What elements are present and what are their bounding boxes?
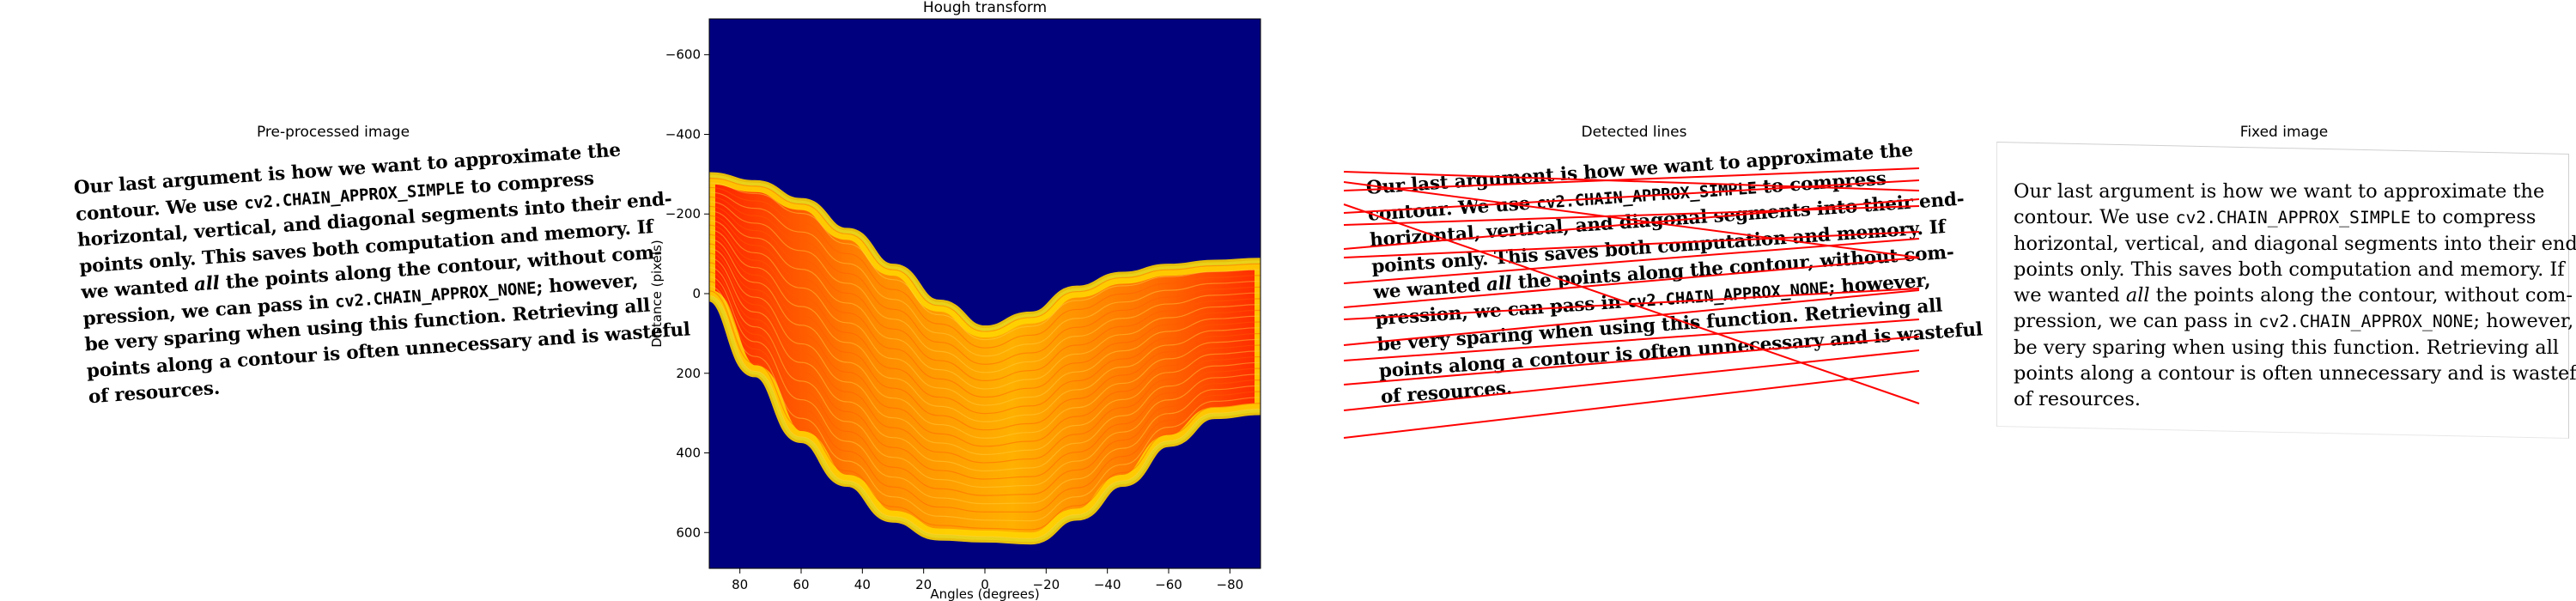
text-line: we wanted all the points along the conto… — [2014, 282, 2573, 308]
heatmap-texture-curve — [709, 196, 1261, 365]
detected-line — [1343, 289, 1920, 346]
text-line: contour. We use cv2.CHAIN_APPROX_SIMPLE … — [2014, 204, 2563, 231]
heatmap-texture-curve — [709, 294, 1261, 539]
detected-line — [1343, 349, 1920, 411]
x-tick-label: 60 — [793, 577, 809, 592]
heatmap-texture-curve — [709, 266, 1261, 489]
fixed-title: Fixed image — [2239, 124, 2329, 141]
text-run: pression, we can pass in — [2014, 310, 2259, 332]
text-line: pression, we can pass in cv2.CHAIN_APPRO… — [2014, 308, 2573, 335]
detected-line — [1343, 238, 1920, 284]
x-tick-label: −60 — [1155, 577, 1182, 592]
detected-title: Detected lines — [1581, 124, 1687, 141]
text-line: of resources. — [2014, 386, 2563, 412]
detected-line — [1343, 203, 1920, 404]
x-tick-label: 0 — [981, 577, 989, 592]
hough-xlabel: Angles (degrees) — [930, 586, 1039, 601]
detected-line — [1343, 319, 1920, 361]
x-tick-label: −80 — [1217, 577, 1244, 592]
y-tick-label: −400 — [665, 126, 701, 142]
heatmap-texture-curve — [709, 177, 1261, 332]
text-run: of resources. — [2014, 388, 2142, 410]
heatmap-band-core — [709, 172, 1261, 545]
heatmap-texture-curve — [709, 247, 1261, 455]
text-run: ; however, — [2473, 310, 2574, 332]
text-line: horizontal, vertical, and diagonal segme… — [2014, 231, 2576, 257]
detected-line — [1343, 370, 1920, 439]
heatmap-texture-curve — [709, 252, 1261, 464]
text-run: points along a contour is often unnecess… — [2014, 362, 2576, 385]
heatmap-texture-curve — [709, 220, 1261, 406]
detected-line — [1343, 257, 1920, 308]
text-run: to compress — [2410, 206, 2537, 228]
heatmap-texture-curve — [709, 271, 1261, 496]
detected-line — [1343, 167, 1920, 191]
heatmap-texture-curve — [709, 276, 1261, 505]
detected-line — [1343, 171, 1920, 191]
text-run: be very sparing when using this function… — [2014, 337, 2560, 359]
y-tick-label: 200 — [676, 366, 701, 381]
heatmap-texture-curve — [709, 234, 1261, 431]
x-tick-label: 80 — [732, 577, 748, 592]
code-run: cv2.CHAIN_APPROX_NONE — [2258, 312, 2474, 331]
text-line: be very sparing when using this function… — [2014, 335, 2563, 361]
heatmap-texture-curve — [709, 205, 1261, 381]
text-line: points only. This saves both computation… — [2014, 257, 2565, 282]
fixed-text: Our last argument is how we want to appr… — [2014, 179, 2576, 412]
hough-ylabel: Distance (pixels) — [649, 240, 665, 347]
code-run: cv2.CHAIN_APPROX_SIMPLE — [2175, 208, 2411, 228]
heatmap-texture-curve — [709, 191, 1261, 357]
text-run: points only. This saves both computation… — [2014, 258, 2565, 281]
x-tick-label: 40 — [854, 577, 871, 592]
heatmap-texture-curve — [709, 290, 1261, 531]
heatmap-texture-curve — [709, 201, 1261, 373]
heatmap-texture-curve — [709, 285, 1261, 522]
x-tick-label: −40 — [1094, 577, 1121, 592]
detected-line — [1343, 231, 1920, 258]
heatmap-texture-curve — [709, 229, 1261, 422]
detected-line — [1343, 179, 1920, 214]
detected-line — [1343, 181, 1920, 258]
x-tick-label: 20 — [915, 577, 932, 592]
heatmap-texture-curve — [709, 257, 1261, 472]
text-run: Our last argument is how we want to appr… — [2014, 180, 2545, 203]
heatmap-texture-curve — [709, 215, 1261, 398]
heatmap-texture-curve — [709, 239, 1261, 439]
text-line: Our last argument is how we want to appr… — [2014, 179, 2563, 204]
heatmap-texture-curve — [709, 224, 1261, 415]
heatmap-texture-curve — [709, 210, 1261, 390]
detected-line — [1343, 198, 1920, 250]
text-line: points along a contour is often unnecess… — [2014, 361, 2576, 386]
y-tick-label: 600 — [676, 525, 701, 540]
y-tick-label: −200 — [665, 206, 701, 222]
text-run: horizontal, vertical, and diagonal segme… — [2014, 233, 2576, 255]
text-run: the points along the contour, without co… — [2149, 284, 2573, 307]
heatmap-texture-curve — [709, 182, 1261, 341]
text-run: we wanted — [2014, 284, 2126, 307]
detected-line — [1343, 205, 1920, 226]
emphasis-run: all — [2125, 284, 2150, 307]
y-tick-label: 400 — [676, 446, 701, 461]
preprocessed-title: Pre-processed image — [256, 124, 410, 141]
heatmap-texture-curve — [709, 186, 1261, 349]
text-run: contour. We use — [2014, 206, 2176, 228]
y-tick-label: 0 — [692, 286, 701, 301]
heatmap-texture-curve — [709, 281, 1261, 513]
detected-line — [1343, 336, 1920, 385]
heatmap-texture-curve — [709, 262, 1261, 480]
heatmap-texture-curve — [709, 243, 1261, 447]
y-tick-label: −600 — [665, 47, 701, 63]
hough-title: Hough transform — [923, 0, 1047, 16]
x-tick-label: −20 — [1033, 577, 1060, 592]
